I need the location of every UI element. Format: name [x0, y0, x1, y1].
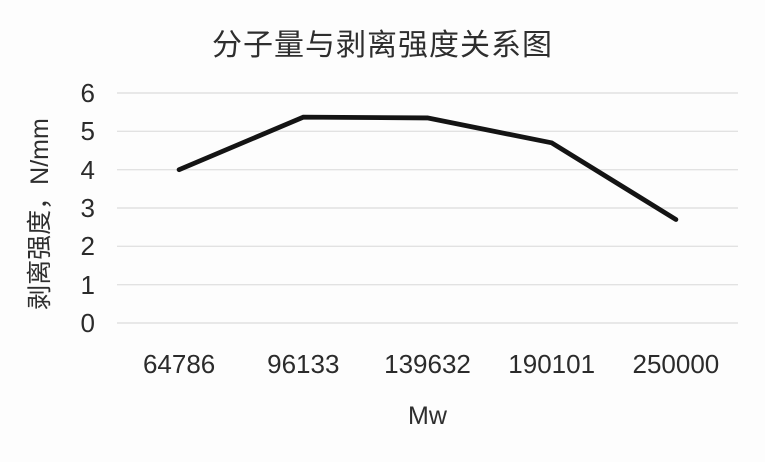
y-tick-label: 0 — [80, 308, 95, 338]
y-tick-label: 5 — [80, 116, 95, 147]
y-tick-label: 4 — [80, 154, 95, 185]
x-tick-label: 64786 — [142, 349, 216, 379]
data-line — [176, 114, 679, 222]
y-tick-label: 6 — [80, 78, 95, 108]
plot-area — [117, 92, 738, 324]
x-tick-label: 96133 — [267, 349, 340, 379]
x-tick-label: 190101 — [508, 349, 596, 379]
x-axis-title: Mw — [408, 402, 447, 430]
x-tick-label: 139632 — [384, 349, 471, 379]
y-tick-label: 2 — [80, 231, 95, 262]
y-tick-label: 3 — [80, 193, 95, 223]
chart-title: 分子量与剥离强度关系图 — [212, 29, 553, 62]
y-tick-label: 1 — [80, 269, 95, 300]
x-tick-label: 250000 — [632, 349, 720, 379]
